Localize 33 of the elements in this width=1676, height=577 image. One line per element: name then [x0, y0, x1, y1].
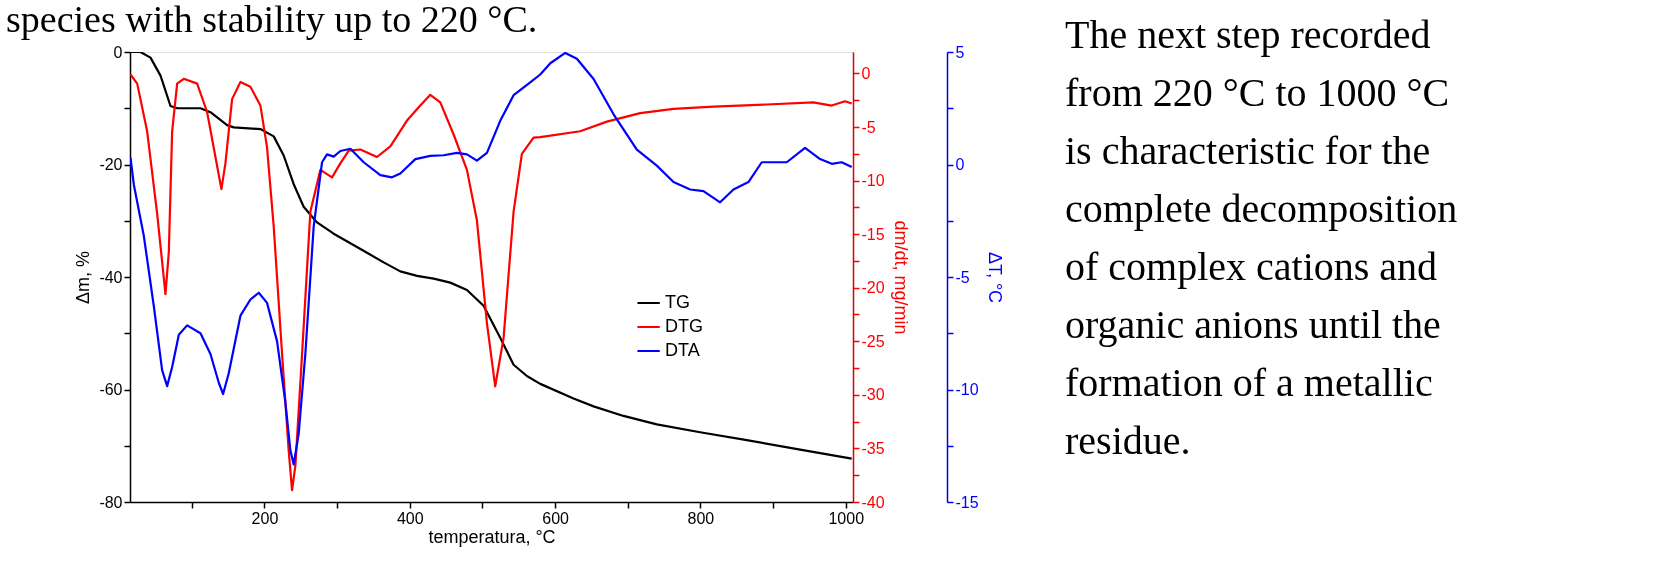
y2-tick-label: -10	[861, 172, 885, 190]
y3-tick-label: 0	[955, 156, 965, 173]
y2-tick-label: -40	[861, 493, 885, 511]
y3-axis-title: ΔT, °C	[984, 251, 1005, 304]
x-tick-label: 600	[542, 509, 570, 527]
y3-tick-label: -5	[955, 268, 970, 286]
y-tick-label: -20	[99, 156, 123, 173]
y2-tick-label: -25	[861, 332, 885, 350]
y-axis-title: Δm, %	[73, 250, 94, 305]
y-tick-label: -40	[99, 268, 123, 286]
text: The next step recorded from 220 °C to 1000 °C is characteristic for the complete decomposition of complex cations and organic anions until the formation of a metallic residue.	[1065, 12, 1458, 463]
y2-tick-label: 0	[861, 64, 871, 82]
y2-tick-label: -30	[861, 386, 885, 404]
y2-axis-title: dm/dt, mg/min	[890, 220, 911, 335]
y2-tick-label: -20	[861, 279, 885, 297]
y-tick-label: -60	[99, 381, 123, 398]
legend-label: TG	[665, 292, 691, 312]
y-tick-label: -80	[99, 493, 123, 511]
y3-tick-label: -10	[955, 381, 979, 398]
y2-tick-label: -35	[861, 439, 885, 457]
y2-tick-label: -15	[861, 225, 885, 243]
y2-tick-label: -5	[861, 118, 876, 136]
legend-label: DTG	[665, 316, 704, 336]
y3-tick-label: 5	[955, 43, 965, 61]
x-tick-label: 200	[251, 509, 279, 527]
y-tick-label: 0	[113, 43, 123, 61]
y3-tick-label: -15	[955, 493, 979, 511]
text: species with stability up to 220 °C.	[6, 0, 538, 40]
x-axis-title: temperatura, °C	[428, 526, 556, 547]
x-tick-label: 800	[687, 509, 715, 527]
x-tick-label: 1000	[828, 509, 865, 527]
legend-label: DTA	[665, 340, 700, 360]
x-tick-label: 400	[396, 509, 424, 527]
